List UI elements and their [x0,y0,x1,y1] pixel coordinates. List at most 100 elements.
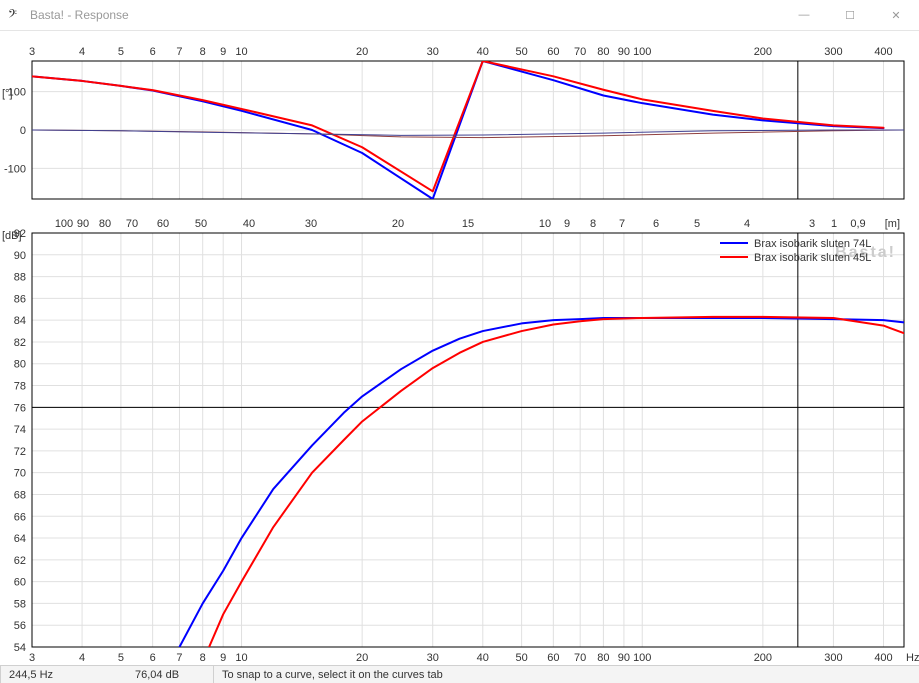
svg-text:50: 50 [515,652,527,662]
svg-text:8: 8 [590,218,596,230]
svg-text:7: 7 [176,46,182,58]
svg-text:80: 80 [14,359,26,371]
window-title: Basta! - Response [30,8,129,22]
svg-text:76: 76 [14,402,26,414]
svg-text:200: 200 [754,652,772,662]
svg-text:70: 70 [14,468,26,480]
svg-text:8: 8 [200,46,206,58]
svg-text:10: 10 [235,652,247,662]
svg-text:30: 30 [427,46,439,58]
svg-text:30: 30 [305,218,317,230]
svg-text:70: 70 [574,46,586,58]
svg-text:4: 4 [744,218,750,230]
svg-text:5: 5 [694,218,700,230]
svg-text:Brax isobarik sluten 45L: Brax isobarik sluten 45L [754,252,871,264]
svg-text:[m]: [m] [885,218,900,230]
svg-text:7: 7 [176,652,182,662]
svg-text:0,9: 0,9 [850,218,865,230]
svg-text:40: 40 [477,46,489,58]
svg-text:100: 100 [55,218,73,230]
svg-text:6: 6 [150,46,156,58]
svg-text:90: 90 [618,46,630,58]
app-window: 𝄢 Basta! - Response — ☐ ✕ -100 0 100 [°] 3 4 5… [0,0,919,683]
close-button[interactable]: ✕ [873,0,919,30]
svg-text:15: 15 [462,218,474,230]
svg-text:6: 6 [653,218,659,230]
svg-text:3: 3 [29,652,35,662]
svg-text:Hz: Hz [906,652,919,662]
svg-text:3: 3 [29,46,35,58]
svg-text:40: 40 [243,218,255,230]
svg-text:7: 7 [619,218,625,230]
svg-text:84: 84 [14,315,26,327]
svg-text:82: 82 [14,337,26,349]
svg-text:70: 70 [574,652,586,662]
svg-text:60: 60 [14,577,26,589]
svg-text:50: 50 [515,46,527,58]
svg-text:10: 10 [235,46,247,58]
status-db: 76,04 dB [127,666,214,683]
svg-text:3: 3 [809,218,815,230]
svg-text:200: 200 [754,46,772,58]
svg-text:20: 20 [392,218,404,230]
svg-text:5: 5 [118,46,124,58]
svg-text:58: 58 [14,598,26,610]
svg-text:400: 400 [874,652,892,662]
svg-text:Brax isobarik sluten 74L: Brax isobarik sluten 74L [754,238,871,250]
maximize-button[interactable]: ☐ [827,0,873,30]
svg-text:78: 78 [14,381,26,393]
svg-text:64: 64 [14,533,26,545]
svg-text:80: 80 [99,218,111,230]
chart-area[interactable]: -1000100[°]34567891020304050607080901002… [0,31,919,665]
status-hint: To snap to a curve, select it on the cur… [214,669,919,681]
svg-text:80: 80 [597,652,609,662]
svg-text:-100: -100 [4,163,26,175]
svg-text:8: 8 [200,652,206,662]
svg-text:100: 100 [633,46,651,58]
svg-text:10: 10 [539,218,551,230]
svg-text:0: 0 [20,125,26,137]
svg-text:20: 20 [356,46,368,58]
app-bass-clef-icon: 𝄢 [6,6,24,24]
svg-text:[°]: [°] [2,88,13,100]
svg-text:300: 300 [824,46,842,58]
svg-text:20: 20 [356,652,368,662]
svg-text:1: 1 [831,218,837,230]
svg-text:88: 88 [14,272,26,284]
svg-text:72: 72 [14,446,26,458]
svg-text:100: 100 [633,652,651,662]
svg-text:9: 9 [564,218,570,230]
svg-text:60: 60 [547,652,559,662]
svg-text:70: 70 [126,218,138,230]
svg-text:400: 400 [874,46,892,58]
minimize-button[interactable]: — [781,0,827,30]
status-bar: 244,5 Hz 76,04 dB To snap to a curve, se… [0,665,919,683]
svg-text:4: 4 [79,652,85,662]
svg-text:9: 9 [220,46,226,58]
svg-text:74: 74 [14,424,26,436]
svg-text:56: 56 [14,620,26,632]
svg-text:80: 80 [597,46,609,58]
svg-text:62: 62 [14,555,26,567]
svg-text:6: 6 [150,652,156,662]
svg-text:9: 9 [220,652,226,662]
svg-text:300: 300 [824,652,842,662]
svg-text:[dB]: [dB] [2,230,22,242]
svg-text:4: 4 [79,46,85,58]
svg-text:5: 5 [118,652,124,662]
svg-text:90: 90 [618,652,630,662]
svg-text:90: 90 [14,250,26,262]
svg-text:60: 60 [547,46,559,58]
svg-text:86: 86 [14,293,26,305]
titlebar: 𝄢 Basta! - Response — ☐ ✕ [0,0,919,31]
svg-text:60: 60 [157,218,169,230]
svg-text:54: 54 [14,642,26,654]
svg-text:𝄢: 𝄢 [8,8,17,22]
svg-text:50: 50 [195,218,207,230]
svg-text:68: 68 [14,489,26,501]
svg-text:30: 30 [427,652,439,662]
status-frequency: 244,5 Hz [0,666,127,683]
svg-text:66: 66 [14,511,26,523]
svg-text:90: 90 [77,218,89,230]
svg-text:40: 40 [477,652,489,662]
